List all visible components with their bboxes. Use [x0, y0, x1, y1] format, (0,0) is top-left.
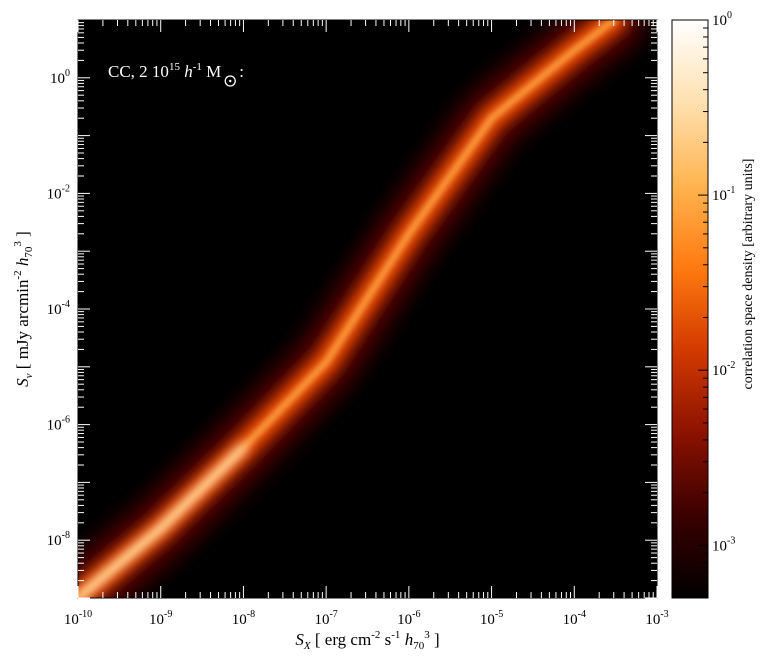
x-tick-label: 10-10 — [64, 609, 92, 628]
colorbar-tick-label-exp: 0 — [727, 10, 732, 21]
x-tick-label: 10-9 — [149, 609, 172, 628]
y-tick-label-base: 10 — [50, 71, 65, 87]
x-tick-label-base: 10 — [563, 612, 578, 628]
y-label-hsub: 70 — [23, 246, 35, 258]
y-tick-label-base: 10 — [47, 418, 62, 434]
y-tick-label-base: 10 — [47, 302, 62, 318]
colorbar-tick-label: 10-3 — [712, 535, 735, 554]
y-tick-label: 10-2 — [47, 183, 70, 202]
y-tick-label-base: 10 — [47, 186, 62, 202]
x-tick-label-exp: -7 — [329, 609, 337, 620]
plot-annotation: CC, 2 1015 h-1 M — [108, 61, 221, 81]
x-label-e1: -2 — [371, 629, 380, 641]
colorbar-label: correlation space density [arbitrary uni… — [741, 159, 756, 390]
x-tick-label-base: 10 — [232, 612, 247, 628]
x-label-close: ] — [430, 630, 440, 649]
x-tick-label: 10-8 — [232, 609, 255, 628]
x-label-symbol: S — [295, 630, 304, 649]
y-tick-label: 10-8 — [47, 530, 70, 549]
x-tick-label: 10-5 — [480, 609, 503, 628]
x-tick-label-exp: -3 — [660, 609, 668, 620]
colorbar-tick-label-exp: -1 — [727, 185, 735, 196]
x-tick-label-base: 10 — [645, 612, 660, 628]
annotation-exponent: 15 — [169, 61, 181, 73]
y-tick-label-base: 10 — [47, 533, 62, 549]
x-label-e3: 3 — [424, 629, 430, 641]
y-label-close: ] — [13, 231, 32, 241]
y-label-e2: 3 — [12, 241, 24, 247]
x-tick-label-exp: -9 — [164, 609, 172, 620]
y-tick-label-exp: -4 — [62, 299, 70, 310]
y-tick-label-exp: -6 — [62, 415, 70, 426]
y-axis-label: Sν [ mJy arcmin-2 h703 ] — [12, 231, 35, 387]
x-tick-label-base: 10 — [149, 612, 164, 628]
colorbar-tick-label: 10-2 — [712, 360, 735, 379]
x-tick-label: 10-3 — [645, 609, 668, 628]
x-tick-label: 10-6 — [397, 609, 420, 628]
x-axis-label: SX [ erg cm-2 s-1 h703 ] — [295, 629, 439, 652]
colorbar-tick-label: 100 — [712, 10, 732, 29]
y-tick-label: 10-6 — [47, 415, 70, 434]
x-tick-label-base: 10 — [64, 612, 79, 628]
x-label-hsub: 70 — [413, 640, 425, 652]
annotation-suffix: : — [239, 62, 244, 81]
x-tick-label-exp: -8 — [247, 609, 255, 620]
annotation-mass-unit: M — [206, 62, 221, 81]
x-label-sub: X — [303, 640, 312, 652]
x-tick-label-base: 10 — [314, 612, 329, 628]
x-tick-label: 10-7 — [314, 609, 337, 628]
colorbar-tick-label-base: 10 — [712, 13, 727, 29]
annotation-h-exponent: -1 — [193, 61, 202, 73]
colorbar-tick-label-base: 10 — [712, 538, 727, 554]
annotation-prefix: CC, 2 10 — [108, 62, 169, 81]
x-label-h: h — [400, 630, 413, 649]
x-tick-label: 10-4 — [563, 609, 586, 628]
y-label-open: [ mJy arcmin — [13, 279, 32, 369]
x-tick-label-base: 10 — [480, 612, 495, 628]
x-tick-label-exp: -6 — [412, 609, 420, 620]
x-label-s: s — [380, 630, 391, 649]
y-tick-label: 10-4 — [47, 299, 70, 318]
x-tick-label-exp: -5 — [495, 609, 503, 620]
colorbar-tick-label: 10-1 — [712, 185, 735, 204]
y-label-h: h — [13, 258, 32, 271]
x-tick-label-base: 10 — [397, 612, 412, 628]
x-tick-label-exp: -4 — [578, 609, 586, 620]
y-label-sub: ν — [23, 373, 35, 378]
x-label-e2: -1 — [391, 629, 400, 641]
plot-area: 10-10 10-9 10-8 10-7 10-6 10-5 10-4 10-3 10-810… — [47, 19, 669, 628]
colorbar-tick-label-exp: -3 — [727, 535, 735, 546]
x-tick-label-exp: -10 — [79, 609, 92, 620]
colorbar-tick-label-exp: -2 — [727, 360, 735, 371]
y-label-e1: -2 — [12, 270, 24, 279]
y-label-symbol: S — [13, 378, 32, 387]
colorbar-strip — [671, 19, 709, 599]
annotation-h: h — [184, 62, 193, 81]
solar-mass-icon — [224, 75, 236, 87]
colorbar-tick-label-base: 10 — [712, 363, 727, 379]
y-tick-label-exp: 0 — [65, 68, 70, 79]
density-ridge — [78, 20, 649, 598]
ridge-peak — [78, 443, 248, 598]
colorbar-tick-label-base: 10 — [712, 188, 727, 204]
y-tick-label-exp: -2 — [62, 183, 70, 194]
y-tick-label: 100 — [50, 68, 70, 87]
y-tick-label-exp: -8 — [62, 530, 70, 541]
x-label-open: [ erg cm — [315, 630, 371, 649]
x-axis-ticks: 10-10 10-9 10-8 10-7 10-6 10-5 10-4 10-3 — [64, 20, 669, 628]
